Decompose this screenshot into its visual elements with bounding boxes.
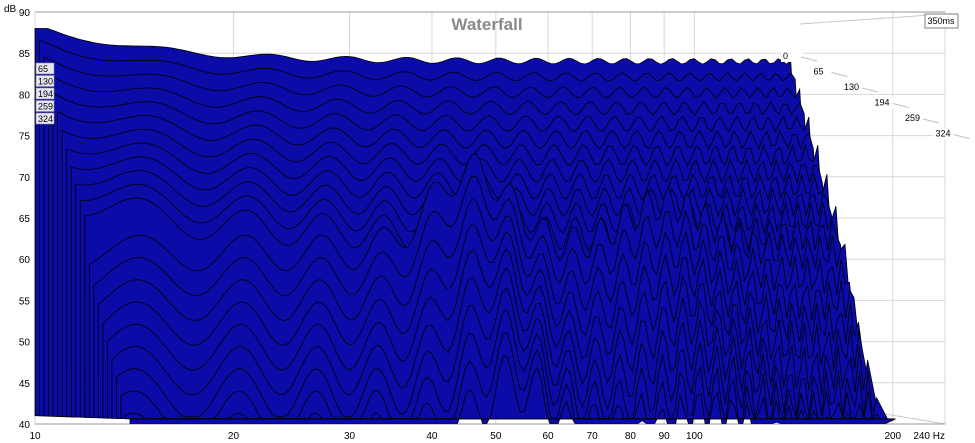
right-time-marker-label: 259 [905,113,920,123]
left-time-marker-label: 65 [38,64,48,74]
right-time-marker-label: 65 [814,67,824,77]
y-tick-label: 55 [19,296,31,307]
left-time-marker: 194 [35,87,55,100]
left-time-marker-label: 324 [38,114,53,124]
y-axis: 40 45 50 55 60 65 70 75 80 85 90 [19,8,31,431]
x-tick-label: 80 [625,431,637,442]
y-tick-label: 60 [19,255,31,266]
y-tick-label: 40 [19,420,31,431]
x-tick-label: 70 [587,431,599,442]
left-time-marker: 130 [35,75,55,87]
y-tick-label: 70 [19,173,31,184]
x-tick-label: 30 [344,431,356,442]
y-tick-label: 80 [19,90,31,101]
x-tick-label: 240 Hz [913,431,945,442]
y-tick-label: 45 [19,379,31,390]
left-time-marker: 65 [35,62,55,75]
right-time-markers: 0 65 130 194 259 324 [781,50,970,140]
time-range-label: 350ms [927,16,955,26]
left-time-marker-label: 130 [38,77,53,87]
x-tick-label: 40 [426,431,438,442]
right-time-marker-label: 130 [844,82,859,92]
right-time-marker-label: 324 [936,129,951,139]
y-tick-label: 50 [19,338,31,349]
x-tick-label: 100 [686,431,703,442]
x-axis: 10 20 30 40 50 60 70 80 90 100 200 240 Hz [29,431,945,442]
waterfall-slice [129,355,896,424]
y-tick-label: 90 [19,8,31,19]
time-range-box: 350ms [924,13,959,29]
left-time-marker: 324 [35,112,55,125]
y-unit-label: dB [4,4,17,15]
left-time-marker: 259 [35,100,55,112]
right-time-marker-label: 194 [875,98,890,108]
right-time-marker-label: 0 [783,51,788,61]
left-time-markers: 65 130 194 259 324 [35,62,55,125]
x-tick-label: 50 [490,431,502,442]
x-tick-label: 200 [884,431,901,442]
left-time-marker-label: 259 [38,102,53,112]
right-time-marker: 324 [933,127,970,140]
right-time-marker: 0 [781,50,818,62]
right-time-marker: 194 [872,96,909,109]
waterfall-slices [34,28,896,424]
right-time-marker: 130 [842,81,879,93]
right-time-marker: 259 [903,112,940,124]
y-tick-label: 65 [19,214,31,225]
y-tick-label: 75 [19,132,31,143]
y-tick-label: 85 [19,49,31,60]
x-tick-label: 20 [228,431,240,442]
x-tick-label: 90 [659,431,671,442]
x-tick-label: 60 [542,431,554,442]
chart-title: Waterfall [451,15,522,34]
left-time-marker-label: 194 [38,89,53,99]
x-tick-label: 10 [29,431,41,442]
right-time-marker: 65 [811,65,848,78]
plot-frame [35,11,946,425]
